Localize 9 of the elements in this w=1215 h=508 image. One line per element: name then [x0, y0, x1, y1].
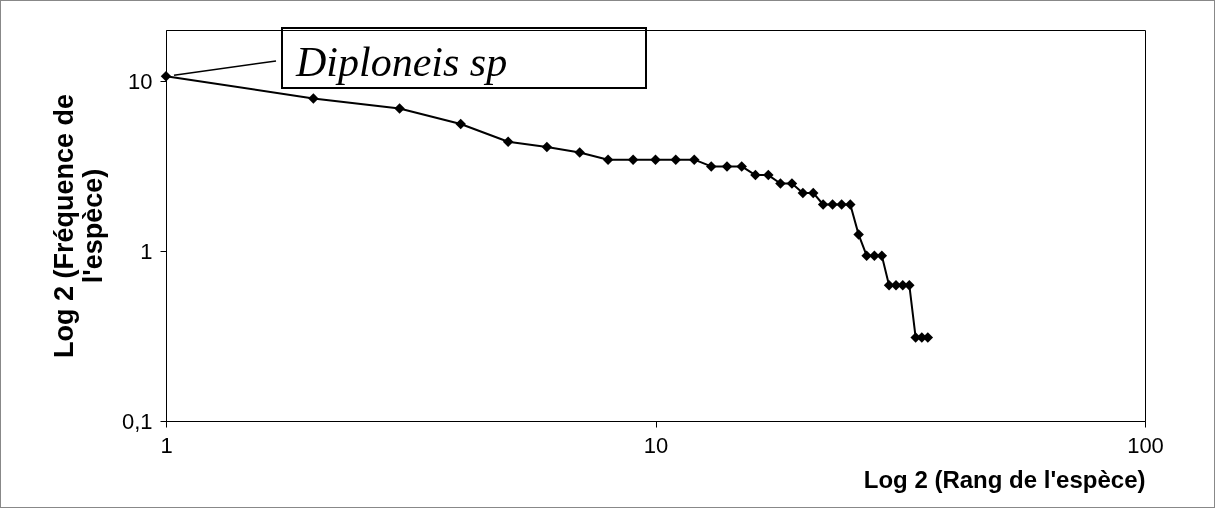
y-tick-label: 0,1 [121, 408, 153, 434]
y-tick-label: 1 [140, 238, 153, 264]
x-axis-title: Log 2 (Rang de l'espèce) [863, 465, 1146, 493]
x-tick-label: 10 [643, 432, 669, 458]
x-tick-label: 100 [1127, 432, 1164, 458]
x-tick-label: 1 [160, 432, 173, 458]
y-axis-title: Log 2 (Fréquence de l'espèce) [48, 93, 108, 359]
annotation: Diploneis sp [295, 39, 508, 85]
y-tick-label: 10 [128, 68, 153, 94]
